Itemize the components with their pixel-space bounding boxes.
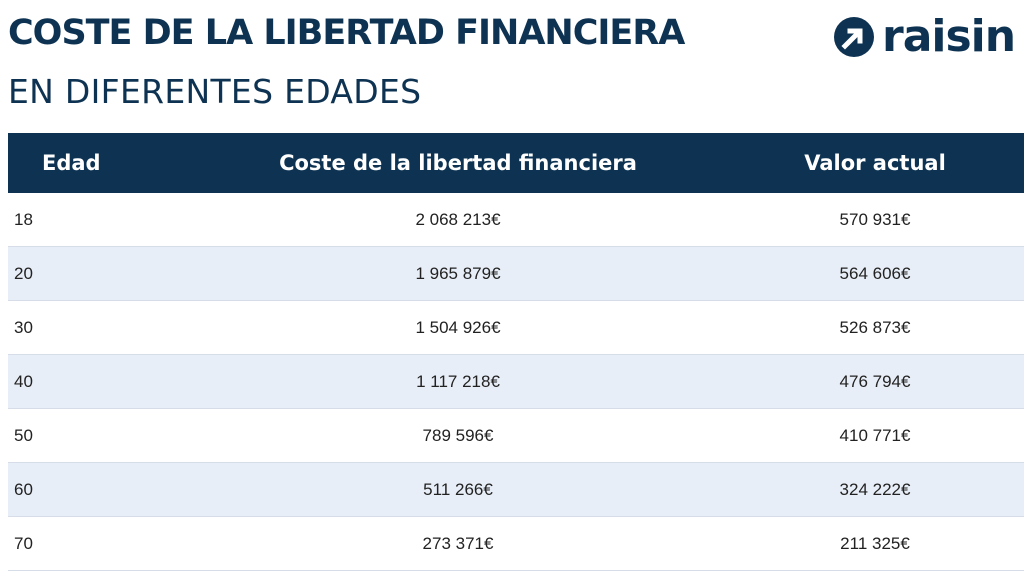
table-row: 40 1 117 218€ 476 794€ [8, 355, 1024, 409]
raisin-logo-text: raisin [882, 11, 1016, 62]
cell-valor: 211 325€ [840, 533, 910, 553]
table-row: 50 789 596€ 410 771€ [8, 409, 1024, 463]
cell-edad: 70 [14, 533, 33, 553]
cell-valor: 526 873€ [839, 317, 911, 337]
cell-coste: 1 117 218€ [416, 371, 500, 391]
table-row: 70 273 371€ 211 325€ [8, 517, 1024, 571]
raisin-logo: raisin [832, 11, 1016, 62]
column-header-coste: Coste de la libertad financiera [279, 151, 637, 175]
cell-valor: 410 771€ [839, 425, 911, 445]
table-header: Edad Coste de la libertad financiera Val… [8, 133, 1024, 193]
table-row: 20 1 965 879€ 564 606€ [8, 247, 1024, 301]
cell-coste: 511 266€ [423, 479, 493, 499]
cell-edad: 50 [14, 425, 33, 445]
cell-coste: 789 596€ [422, 425, 494, 445]
column-header-valor: Valor actual [804, 151, 946, 175]
cell-edad: 60 [14, 479, 33, 499]
raisin-logo-icon [834, 17, 874, 57]
cell-edad: 40 [14, 371, 33, 391]
cell-valor: 570 931€ [839, 209, 911, 229]
cell-valor: 564 606€ [839, 263, 911, 283]
table-row: 30 1 504 926€ 526 873€ [8, 301, 1024, 355]
cell-valor: 476 794€ [839, 371, 911, 391]
freedom-cost-table: Edad Coste de la libertad financiera Val… [8, 133, 1024, 571]
cell-edad: 20 [14, 263, 33, 283]
page-subtitle: EN DIFERENTES EDADES [8, 72, 422, 111]
page-title: COSTE DE LA LIBERTAD FINANCIERA [8, 13, 685, 53]
cell-edad: 30 [14, 317, 33, 337]
cell-coste: 273 371€ [422, 533, 494, 553]
column-header-edad: Edad [42, 151, 101, 175]
cell-coste: 2 068 213€ [415, 209, 501, 229]
cell-coste: 1 504 926€ [415, 317, 501, 337]
cell-edad: 18 [14, 209, 33, 229]
table-row: 18 2 068 213€ 570 931€ [8, 193, 1024, 247]
table-row: 60 511 266€ 324 222€ [8, 463, 1024, 517]
cell-coste: 1 965 879€ [415, 263, 501, 283]
cell-valor: 324 222€ [839, 479, 911, 499]
